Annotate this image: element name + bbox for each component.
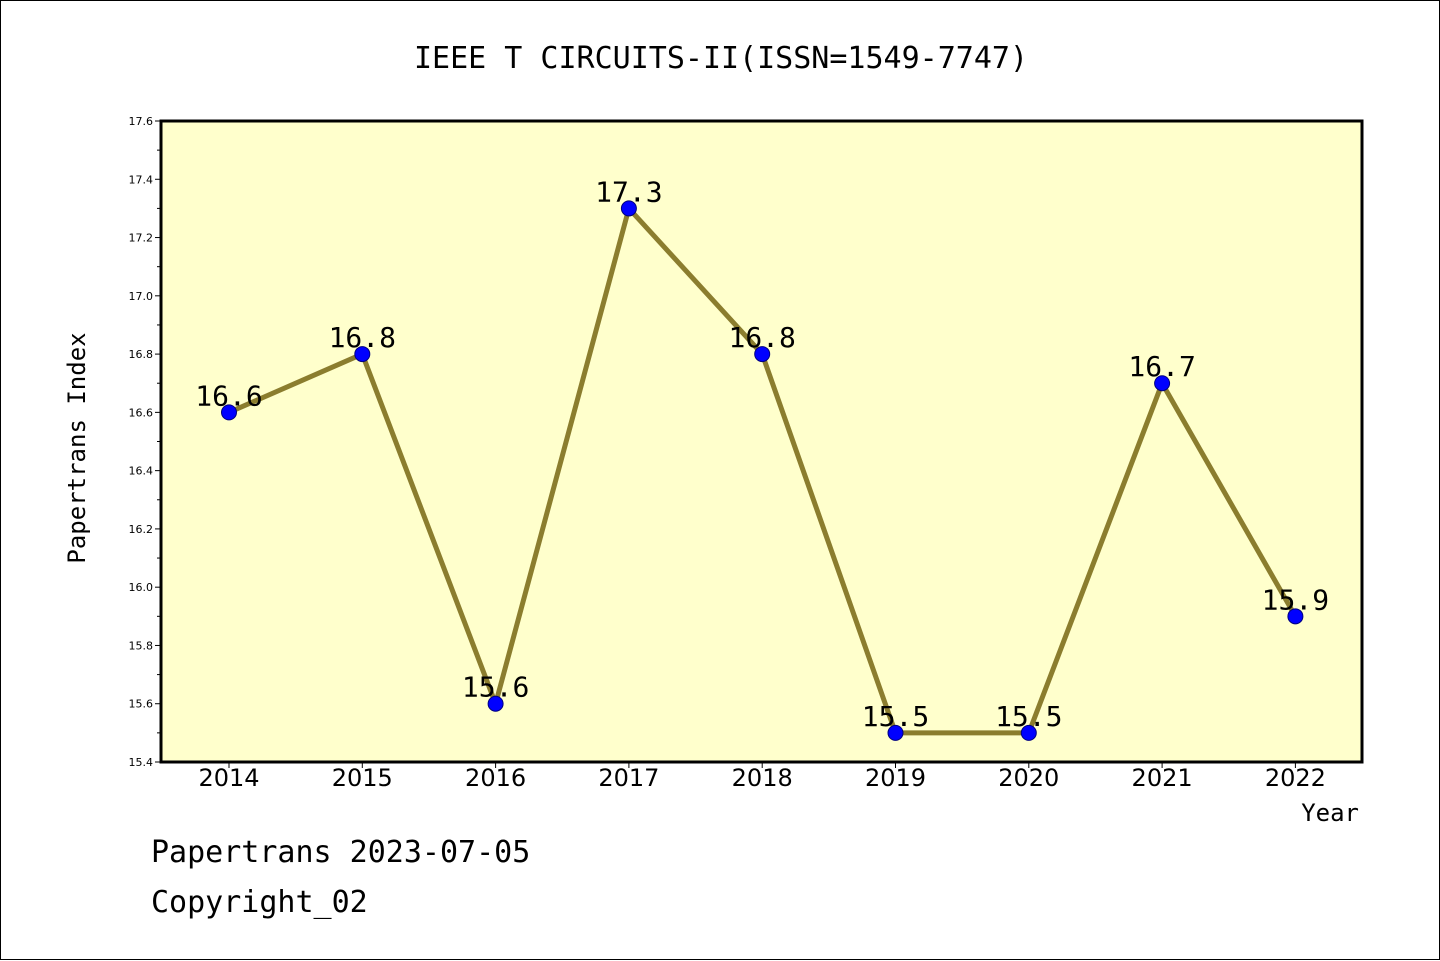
data-label: 15.9 [1262, 583, 1329, 616]
data-label: 15.5 [995, 700, 1062, 733]
chart-title: IEEE T CIRCUITS-II(ISSN=1549-7747) [414, 41, 1028, 76]
y-tick-label: 15.8 [129, 639, 154, 652]
y-tick-label: 17.6 [129, 115, 154, 128]
data-label: 16.7 [1128, 350, 1195, 383]
y-tick-label: 17.2 [129, 232, 154, 245]
x-tick-label: 2015 [332, 764, 393, 792]
y-tick-label: 16.8 [129, 348, 154, 361]
data-point [887, 724, 904, 741]
footer-copyright: Copyright_02 [151, 885, 368, 920]
y-tick-label: 17.0 [129, 290, 154, 303]
data-point [354, 346, 371, 363]
y-tick-label: 16.6 [129, 406, 154, 419]
x-tick-label: 2020 [998, 764, 1059, 792]
data-label: 16.8 [728, 321, 795, 354]
y-tick-label: 17.4 [129, 173, 154, 186]
x-tick-label: 2018 [732, 764, 793, 792]
data-label: 16.8 [329, 321, 396, 354]
data-label: 15.6 [462, 671, 529, 704]
y-tick-label: 16.2 [129, 523, 154, 536]
data-point [487, 695, 504, 712]
data-label: 15.5 [862, 700, 929, 733]
y-tick-label: 15.4 [129, 756, 154, 769]
data-point [754, 346, 771, 363]
data-point [1154, 375, 1171, 392]
y-axis-label: Papertrans Index [63, 332, 91, 563]
data-label-layer: 16.6 16.8 15.6 17.3 16.8 15.5 15.5 16.7 15.9 [195, 175, 1329, 732]
plot-area [159, 119, 1364, 764]
data-point [1020, 724, 1037, 741]
data-point [620, 200, 637, 217]
y-tick-label: 16.0 [129, 581, 154, 594]
y-tick-label: 16.4 [129, 465, 154, 478]
x-tick-label: 2019 [865, 764, 926, 792]
x-axis-label: Year [1301, 799, 1359, 827]
data-point [221, 404, 237, 421]
y-tick-label: 15.6 [129, 698, 154, 711]
y-axis: 15.4 15.6 15.8 16.0 16.2 16.4 16.6 16.8 17.0 17.2… [129, 115, 161, 769]
x-tick-label: 2016 [465, 764, 526, 792]
series-layer [221, 200, 1304, 741]
data-label: 17.3 [595, 175, 662, 208]
data-label: 16.6 [195, 379, 262, 412]
x-tick-label: 2017 [598, 764, 659, 792]
footer-date: Papertrans 2023-07-05 [151, 835, 531, 870]
x-tick-label: 2021 [1132, 764, 1193, 792]
x-tick-label: 2014 [198, 764, 259, 792]
data-point [1287, 608, 1304, 625]
x-tick-label: 2022 [1265, 764, 1326, 792]
x-axis: 2014 2015 2016 2017 2018 2019 2020 2021 2022 [198, 762, 1326, 792]
